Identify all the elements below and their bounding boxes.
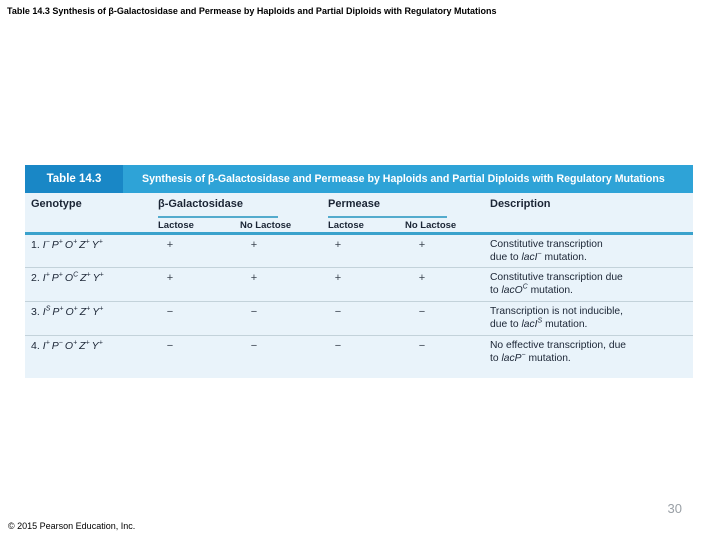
- enzyme-value-cell: +: [250, 239, 258, 251]
- page-number: 30: [667, 501, 682, 516]
- table-header: Genotype β-Galactosidase Permease Descri…: [25, 193, 693, 232]
- enzyme-value-cell: −: [166, 306, 174, 318]
- genotype-cell: 2. I+ P+ OC Z+ Y+: [31, 271, 104, 285]
- subcol-no-lactose-permease: No Lactose: [405, 220, 457, 231]
- enzyme-value-cell: +: [250, 272, 258, 284]
- col-header-genotype: Genotype: [31, 198, 82, 210]
- description-cell: Constitutive transcription due to lacI− m…: [490, 239, 603, 263]
- enzyme-value-cell: −: [250, 306, 258, 318]
- enzyme-value-cell: +: [334, 239, 342, 251]
- header-rule: [25, 232, 693, 235]
- enzyme-value-cell: −: [334, 340, 342, 352]
- beta-gal-group-underline: [158, 216, 278, 218]
- enzyme-value-cell: −: [166, 340, 174, 352]
- table-row: 4. I+ P− O+ Z+ Y+ − − − − No effective transcripti…: [25, 336, 693, 378]
- enzyme-value-cell: +: [418, 272, 426, 284]
- col-header-description: Description: [490, 198, 551, 210]
- genotype-cell: 3. IS P+ O+ Z+ Y+: [31, 305, 104, 319]
- description-cell: Transcription is not inducible, due to la…: [490, 306, 623, 330]
- table-row: 2. I+ P+ OC Z+ Y+ + + + + Constitutive transcripti…: [25, 268, 693, 302]
- subcol-lactose-beta-gal: Lactose: [158, 220, 194, 231]
- copyright-text: © 2015 Pearson Education, Inc.: [8, 521, 136, 531]
- table-figure: Table 14.3 Synthesis of β-Galactosidase …: [25, 165, 693, 378]
- table-number-label: Table 14.3: [25, 165, 123, 193]
- enzyme-value-cell: −: [250, 340, 258, 352]
- col-header-permease: Permease: [328, 198, 380, 210]
- genotype-cell: 4. I+ P− O+ Z+ Y+: [31, 339, 103, 353]
- description-cell: Constitutive transcription due to lacOC m…: [490, 272, 623, 296]
- enzyme-value-cell: −: [418, 306, 426, 318]
- enzyme-value-cell: +: [166, 239, 174, 251]
- genotype-cell: 1. I− P+ O+ Z+ Y+: [31, 238, 103, 252]
- enzyme-value-cell: +: [166, 272, 174, 284]
- enzyme-value-cell: +: [418, 239, 426, 251]
- subcol-no-lactose-beta-gal: No Lactose: [240, 220, 292, 231]
- permease-group-underline: [328, 216, 447, 218]
- slide-title: Table 14.3 Synthesis of β-Galactosidase …: [7, 6, 497, 16]
- table-row: 1. I− P+ O+ Z+ Y+ + + + + Constitutive transcripti…: [25, 235, 693, 268]
- enzyme-value-cell: −: [334, 306, 342, 318]
- subcol-lactose-permease: Lactose: [328, 220, 364, 231]
- table-titlebar: Table 14.3 Synthesis of β-Galactosidase …: [25, 165, 693, 193]
- table-row: 3. IS P+ O+ Z+ Y+ − − − − Transcription is not ind…: [25, 302, 693, 336]
- col-header-beta-galactosidase: β-Galactosidase: [158, 198, 243, 210]
- enzyme-value-cell: +: [334, 272, 342, 284]
- enzyme-value-cell: −: [418, 340, 426, 352]
- table-body: 1. I− P+ O+ Z+ Y+ + + + + Constitutive transcripti…: [25, 235, 693, 378]
- description-cell: No effective transcription, due to lacP− …: [490, 340, 627, 364]
- table-caption: Synthesis of β-Galactosidase and Permeas…: [123, 165, 693, 193]
